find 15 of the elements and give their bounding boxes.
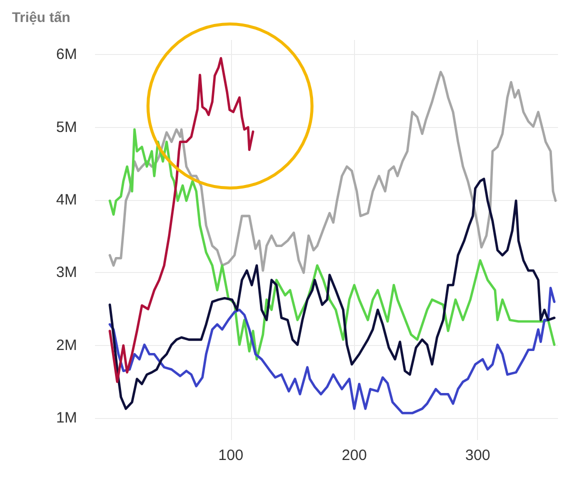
line-series xyxy=(108,128,556,360)
line-series xyxy=(108,70,557,274)
y-axis-title: Triệu tấn xyxy=(12,9,70,25)
y-tick-label: 3M xyxy=(56,264,77,282)
y-tick-label: 4M xyxy=(56,192,77,208)
line-series xyxy=(108,178,556,410)
y-tick-label: 6M xyxy=(56,46,77,64)
line-series xyxy=(108,56,254,384)
y-tick-label: 5M xyxy=(56,118,77,136)
x-tick-label: 300 xyxy=(465,447,490,464)
y-tick-label: 1M xyxy=(56,410,77,427)
y-tick-label: 2M xyxy=(56,336,77,354)
line-series xyxy=(108,286,556,414)
x-tick-label: 200 xyxy=(342,447,367,464)
x-tick-label: 100 xyxy=(218,447,244,464)
